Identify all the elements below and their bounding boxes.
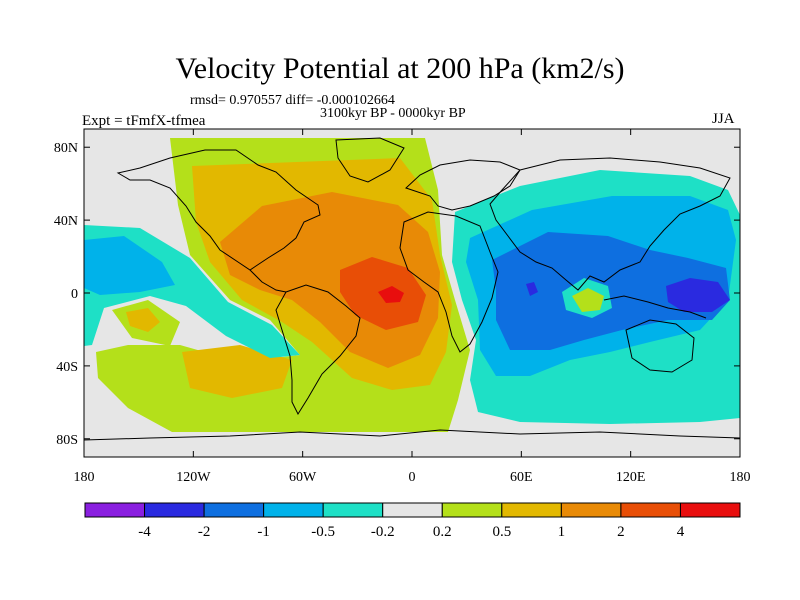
contour-neg-2-africa — [526, 282, 538, 296]
lat-tick-label: 0 — [71, 287, 78, 302]
experiment-label: Expt = tFmfX-tfmea — [82, 113, 206, 129]
lon-tick-label: 120W — [176, 470, 211, 485]
colorbar-label: -4 — [138, 524, 151, 540]
period-label: 3100kyr BP - 0000kyr BP — [320, 106, 466, 121]
coast-antarctica — [84, 429, 740, 441]
contour-pacific-small-pos2 — [126, 308, 160, 332]
coast-south-america — [275, 284, 361, 416]
lat-tick-label: 80N — [54, 141, 78, 156]
lon-tick-label: 60E — [510, 470, 533, 485]
colorbar-label: 0.2 — [433, 524, 452, 540]
lon-tick-label: 120E — [616, 470, 646, 485]
coast-africa — [399, 211, 499, 353]
colorbar-box — [263, 502, 324, 518]
season-label: JJA — [712, 111, 735, 127]
coast-north-america — [116, 149, 321, 271]
coast-central-america — [249, 269, 287, 293]
axis-labels: 80N 40N 0 40S 80S 180 120W 60W 0 60E 120E 180 — [54, 141, 751, 485]
lat-tick-label: 40N — [54, 214, 78, 229]
colorbar-box — [441, 502, 503, 518]
coast-europe — [405, 159, 521, 211]
contour-neg-1-east — [492, 232, 730, 350]
lon-tick-label: 0 — [409, 470, 416, 485]
colorbar-box — [84, 502, 146, 518]
lat-tick-label: 80S — [56, 433, 78, 448]
colorbar-box — [144, 502, 205, 518]
contour-bengal-pos2 — [572, 288, 604, 312]
plot-title: Velocity Potential at 200 hPa (km2/s) — [175, 52, 625, 85]
lon-tick-label: 180 — [74, 470, 95, 485]
axis-ticks — [83, 129, 741, 457]
coast-asia — [489, 157, 731, 291]
colorbar-box — [620, 502, 681, 518]
colorbar-box — [203, 502, 265, 518]
contour-south-pacific-0.5 — [182, 345, 292, 398]
colorbar-label: 1 — [558, 524, 566, 540]
coast-maritime-continent — [603, 295, 707, 319]
colorbar-label: 2 — [617, 524, 625, 540]
coast-greenland — [335, 137, 405, 183]
colorbar-label: 0.5 — [492, 524, 511, 540]
colorbar — [84, 502, 741, 518]
colorbar-box — [501, 502, 562, 518]
coastlines — [84, 137, 740, 441]
colorbar-box — [322, 502, 384, 518]
colorbar-label: -2 — [198, 524, 211, 540]
lon-tick-label: 60W — [289, 470, 317, 485]
colorbar-label: -1 — [257, 524, 270, 540]
lat-tick-label: 40S — [56, 360, 78, 375]
colorbar-box — [679, 502, 741, 518]
colorbar-labels: -4 -2 -1 -0.5 -0.2 0.2 0.5 1 2 4 — [138, 524, 684, 540]
map-field — [84, 129, 740, 457]
colorbar-label: 4 — [677, 524, 685, 540]
coast-australia — [625, 319, 695, 373]
lon-tick-label: 180 — [730, 470, 751, 485]
contour-neg-0.5-east-pacific — [84, 236, 175, 295]
colorbar-box — [382, 502, 443, 518]
contour-pos-4 — [378, 286, 404, 303]
colorbar-label: -0.2 — [371, 524, 395, 540]
contour-neg-2-wpac — [666, 278, 730, 312]
stats-label: rmsd= 0.970557 diff= -0.000102664 — [190, 93, 395, 108]
colorbar-box — [560, 502, 622, 518]
colorbar-label: -0.5 — [311, 524, 335, 540]
